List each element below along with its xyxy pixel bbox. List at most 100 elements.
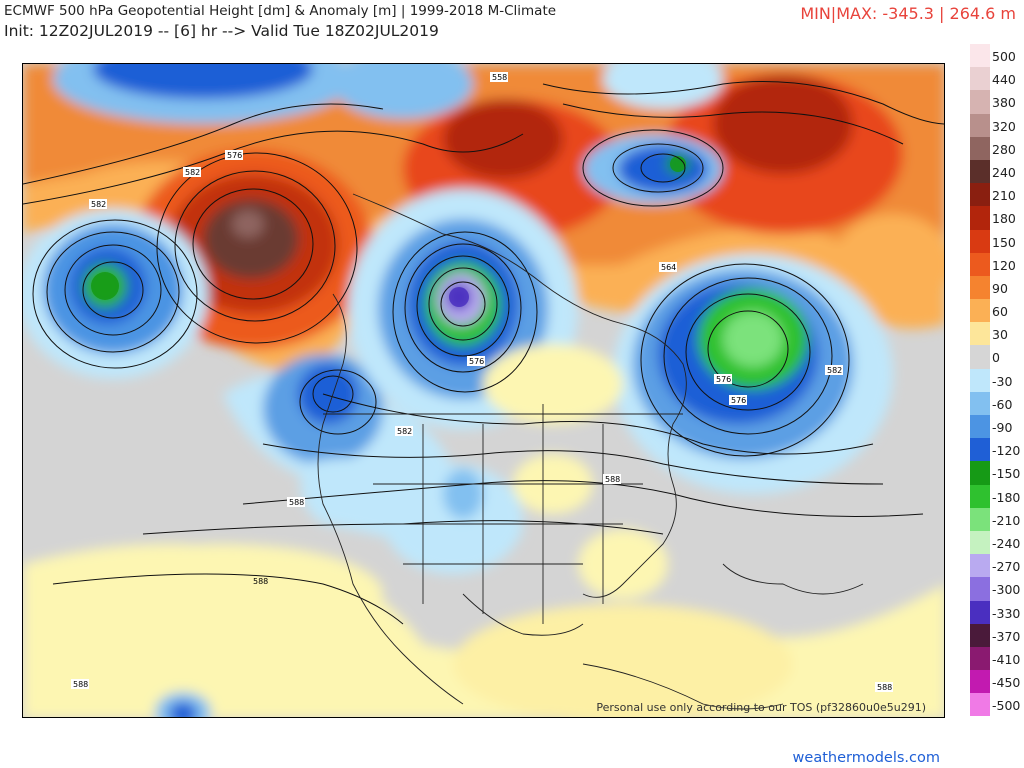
colorbar-row: 440	[970, 67, 1018, 91]
colorbar-swatch	[970, 623, 990, 647]
colorbar-swatch	[970, 554, 990, 578]
colorbar-label: -60	[992, 396, 1013, 412]
colorbar-swatch	[970, 229, 990, 253]
colorbar-row: -330	[970, 600, 1021, 624]
contour-label: 582	[827, 366, 842, 375]
colorbar-swatch	[970, 670, 990, 694]
colorbar-swatch	[970, 484, 990, 508]
colorbar-swatch	[970, 252, 990, 276]
colorbar-label: 180	[992, 211, 1016, 227]
colorbar-label: 120	[992, 257, 1016, 273]
colorbar-row: 150	[970, 229, 1018, 253]
colorbar-swatch	[970, 67, 990, 91]
colorbar-label: -30	[992, 373, 1013, 389]
colorbar-swatch	[970, 90, 990, 114]
colorbar-label: 500	[992, 49, 1016, 64]
colorbar-row: -210	[970, 507, 1021, 531]
colorbar-label: 240	[992, 164, 1016, 180]
colorbar-row: -500	[970, 693, 1021, 717]
contour-label: 576	[716, 375, 731, 384]
colorbar-label: 0	[992, 350, 1000, 366]
colorbar-row: -370	[970, 623, 1020, 647]
colorbar-swatch	[970, 600, 990, 624]
init-valid-line: Init: 12Z02JUL2019 -- [6] hr --> Valid T…	[4, 22, 439, 40]
colorbar-swatch	[970, 577, 990, 601]
colorbar-swatch	[970, 415, 990, 439]
anomaly-map: 558 576 582 582 576 582 564 576 576 582 …	[22, 63, 945, 718]
contour-label: 558	[492, 73, 507, 82]
colorbar-swatch	[970, 438, 990, 462]
colorbar-swatch	[970, 693, 990, 717]
colorbar-row: -300	[970, 577, 1021, 601]
anomaly-colorbar: 500 440 380 320 280 240 210 180 150 120 90 60 30 0 -30…	[970, 44, 1021, 717]
colorbar-swatch	[970, 368, 990, 392]
colorbar-label: 280	[992, 141, 1016, 157]
colorbar-label: 380	[992, 95, 1016, 111]
colorbar-row: 180	[970, 206, 1018, 230]
colorbar-row: 210	[970, 183, 1018, 207]
colorbar-swatch	[970, 183, 990, 207]
colorbar-row: 380	[970, 90, 1018, 114]
colorbar-swatch	[970, 391, 990, 415]
site-credit[interactable]: weathermodels.com	[792, 750, 940, 766]
colorbar-row: 320	[970, 113, 1018, 137]
colorbar-swatch	[970, 113, 990, 137]
colorbar-label: -120	[992, 443, 1021, 459]
geographic-outlines	[317, 193, 864, 710]
contour-label: 582	[185, 168, 200, 177]
contour-label: 588	[605, 475, 620, 484]
colorbar-label: -180	[992, 489, 1021, 505]
colorbar-label: -210	[992, 512, 1021, 528]
colorbar-label: 210	[992, 188, 1016, 204]
canada-low-core	[449, 287, 469, 307]
colorbar-label: -90	[992, 420, 1013, 435]
colorbar-row: -30	[970, 368, 1018, 392]
colorbar-label: -450	[992, 675, 1021, 691]
colorbar-label: 440	[992, 72, 1016, 88]
pacific-low-core	[91, 272, 119, 300]
colorbar-row: -410	[970, 646, 1021, 671]
colorbar-label: -500	[992, 698, 1021, 714]
colorbar-row: -240	[970, 530, 1020, 555]
contour-label: 576	[731, 396, 746, 405]
colorbar-label: -410	[992, 651, 1021, 667]
colorbar-swatch	[970, 461, 990, 485]
contour-label: 582	[397, 427, 412, 436]
colorbar-swatch	[970, 44, 990, 68]
tos-notice: Personal use only according to our TOS (…	[596, 701, 926, 714]
colorbar-swatch	[970, 322, 990, 346]
colorbar-label: 320	[992, 118, 1016, 134]
colorbar-row: -270	[970, 554, 1021, 578]
colorbar-label: 60	[992, 304, 1008, 320]
contour-labels: 558 576 582 582 576 582 564 576 576 582 …	[71, 72, 893, 692]
colorbar-row: -180	[970, 484, 1021, 508]
colorbar-row: 500	[970, 44, 1018, 68]
contour-label: 588	[877, 683, 892, 692]
colorbar-swatch	[970, 507, 990, 531]
contour-label: 588	[253, 577, 268, 586]
height-contours	[23, 81, 944, 625]
colorbar-swatch	[970, 345, 990, 369]
colorbar-swatch	[970, 206, 990, 230]
colorbar-label: -270	[992, 559, 1021, 575]
colorbar-swatch	[970, 275, 990, 300]
colorbar-swatch	[970, 299, 990, 323]
colorbar-row: -90	[970, 415, 1018, 439]
colorbar-label: 30	[992, 327, 1008, 343]
colorbar-swatch	[970, 646, 990, 671]
greenland-low-core	[670, 156, 686, 172]
colorbar-label: -330	[992, 605, 1021, 621]
contour-label: 564	[661, 263, 676, 272]
colorbar-label: -300	[992, 582, 1021, 598]
colorbar-row: -150	[970, 461, 1020, 485]
colorbar-row: -450	[970, 670, 1021, 694]
colorbar-row: -120	[970, 438, 1021, 462]
colorbar-row: -60	[970, 391, 1018, 415]
colorbar-swatch	[970, 159, 990, 184]
colorbar-row: 120	[970, 252, 1018, 276]
colorbar-row: 60	[970, 299, 1018, 323]
colorbar-row: 240	[970, 159, 1018, 184]
colorbar-label: 90	[992, 280, 1008, 296]
contour-label: 576	[227, 151, 242, 160]
colorbar-label: 150	[992, 234, 1016, 250]
